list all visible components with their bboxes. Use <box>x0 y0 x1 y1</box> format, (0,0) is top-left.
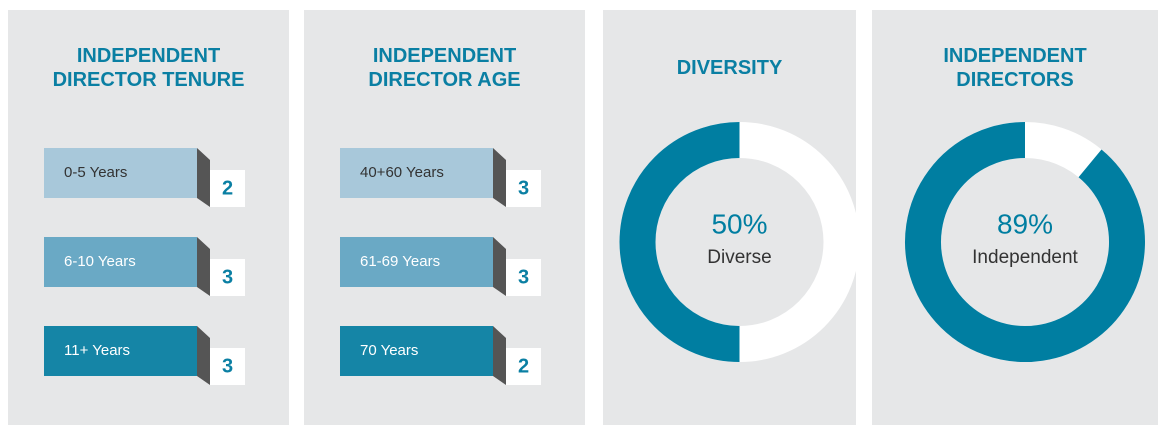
count-box <box>506 170 541 207</box>
panel-title: INDEPENDENT DIRECTOR TENURE <box>52 45 245 91</box>
donut-value: 50% <box>711 208 767 239</box>
panel-graphic: 50% Diverse <box>619 122 856 362</box>
tile-label: 40+60 Years <box>360 164 444 181</box>
count-value: 3 <box>222 266 233 288</box>
donut-arc <box>619 122 740 362</box>
tile <box>44 237 197 287</box>
tile-label: 70 Years <box>360 342 418 359</box>
count-box <box>210 170 245 207</box>
count-box <box>210 348 245 385</box>
count-value: 3 <box>222 355 233 377</box>
panel-title: INDEPENDENT DIRECTORS <box>943 45 1087 91</box>
count-box <box>210 259 245 296</box>
donut-arc <box>905 122 1145 362</box>
tile-label: 6-10 Years <box>64 253 136 270</box>
panel-graphic: 89% Independent <box>905 122 1145 362</box>
tile-fold <box>197 237 210 296</box>
panel: INDEPENDENT DIRECTOR TENURE 0-5 Years 2 6-1… <box>8 10 289 425</box>
title-box: INDEPENDENT DIRECTOR AGE <box>304 36 585 100</box>
panel: INDEPENDENT DIRECTOR AGE 40+60 Years 3 61-6… <box>304 10 585 425</box>
tile-fold <box>197 326 210 385</box>
tile-fold <box>197 148 210 207</box>
panel: DIVERSITY 50% Diverse <box>603 10 856 425</box>
title-box: INDEPENDENT DIRECTORS <box>872 36 1158 100</box>
title-box: DIVERSITY <box>603 36 856 100</box>
tile <box>340 148 493 198</box>
count-box <box>506 348 541 385</box>
count-value: 3 <box>518 177 529 199</box>
tile <box>44 148 197 198</box>
tile-label: 11+ Years <box>64 342 130 359</box>
panel-title: DIVERSITY <box>676 57 783 79</box>
tile-label: 0-5 Years <box>64 164 127 181</box>
panel: INDEPENDENT DIRECTORS 89% Independent <box>872 10 1158 425</box>
donut-value: 89% <box>997 208 1053 239</box>
tile-fold <box>493 148 506 207</box>
donut-label: Diverse <box>707 247 771 268</box>
panel-title: INDEPENDENT DIRECTOR AGE <box>368 45 521 91</box>
panel-graphic: 0-5 Years 2 6-10 Years 3 11+ Years 3 <box>44 148 245 385</box>
title-box: INDEPENDENT DIRECTOR TENURE <box>8 36 289 100</box>
tile-fold <box>493 326 506 385</box>
tile <box>340 326 493 376</box>
tile-label: 61-69 Years <box>360 253 440 270</box>
count-box <box>506 259 541 296</box>
panel-graphic: 40+60 Years 3 61-69 Years 3 70 Years 2 <box>340 148 541 385</box>
tile <box>44 326 197 376</box>
tile <box>340 237 493 287</box>
count-value: 3 <box>518 266 529 288</box>
count-value: 2 <box>518 355 529 377</box>
donut-label: Independent <box>972 247 1078 268</box>
count-value: 2 <box>222 177 233 199</box>
tile-fold <box>493 237 506 296</box>
